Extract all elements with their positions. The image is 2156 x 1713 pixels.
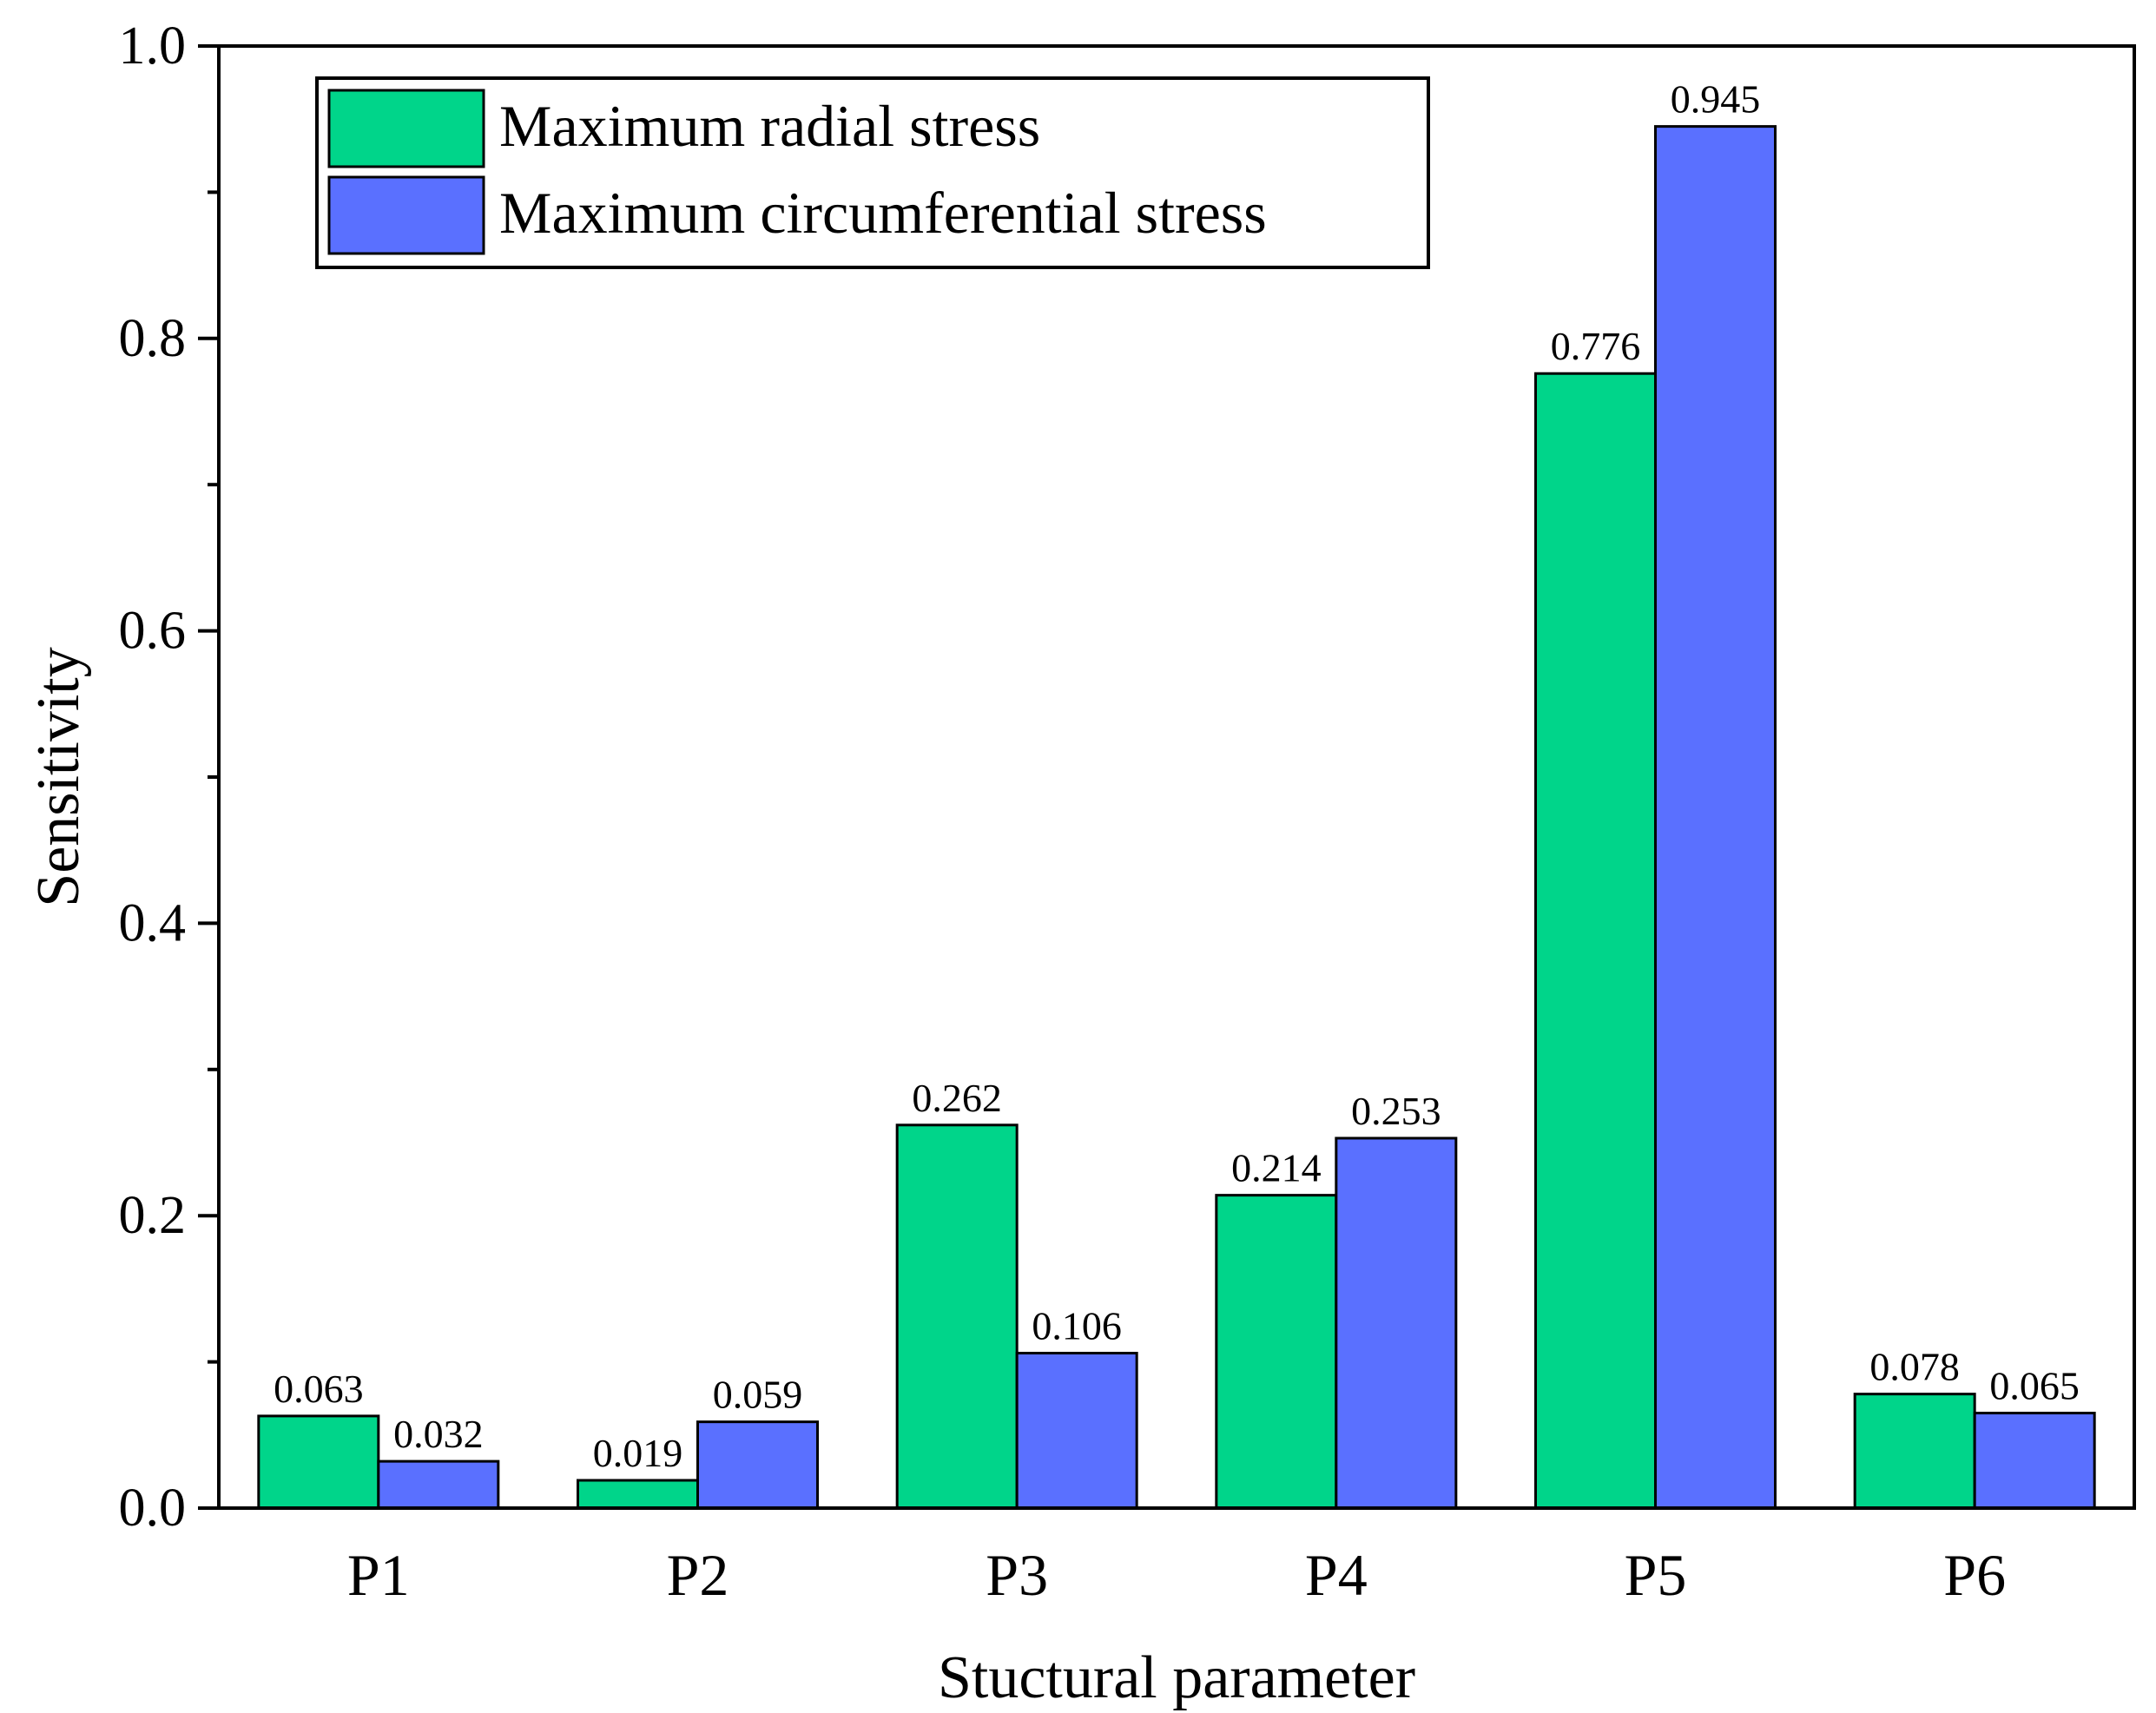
axes-layer: P1 P2 P3 P4 P5 P6 0.0 0.2 0.4 0.6 0.8 1.0 <box>119 16 2136 1608</box>
data-label: 0.776 <box>1551 324 1641 368</box>
y-tick-label: 0.4 <box>119 893 187 952</box>
data-label: 0.106 <box>1032 1303 1122 1347</box>
legend-box <box>315 76 1430 269</box>
y-tick-label: 0.8 <box>119 309 187 368</box>
legend-label: Maximum radial stress <box>499 93 1040 159</box>
bar-p4-series-2 <box>1335 1137 1458 1510</box>
legend-swatch <box>327 89 485 168</box>
y-tick-label: 0.2 <box>119 1186 187 1245</box>
legend-label: Maximum circumferential stress <box>499 180 1267 246</box>
y-tick-label: 0.6 <box>119 602 187 661</box>
data-label: 0.945 <box>1671 77 1761 122</box>
bar-p1-series-1 <box>257 1414 380 1510</box>
data-label: 0.065 <box>1989 1364 2080 1408</box>
x-tick-label: P5 <box>1625 1542 1687 1608</box>
bar-p6-series-1 <box>1853 1393 1976 1510</box>
data-label: 0.253 <box>1351 1089 1441 1133</box>
x-tick-label: P2 <box>667 1542 729 1608</box>
x-tick-label: P3 <box>986 1542 1048 1608</box>
y-tick-label: 1.0 <box>119 16 187 76</box>
data-label: 0.262 <box>912 1076 1002 1120</box>
data-label: 0.019 <box>593 1431 683 1475</box>
bar-p5-series-2 <box>1654 125 1777 1510</box>
legend: Maximum radial stress Maximum circumferen… <box>315 76 1430 269</box>
bar-p6-series-2 <box>1973 1412 2096 1510</box>
data-label: 0.063 <box>274 1367 364 1411</box>
x-tick-label: P1 <box>347 1542 410 1608</box>
x-axis-title: Stuctural parameter <box>938 1644 1415 1711</box>
bar-p5-series-1 <box>1534 372 1657 1510</box>
data-label: 0.214 <box>1231 1146 1322 1190</box>
x-tick-label: P4 <box>1305 1542 1368 1608</box>
data-label: 0.032 <box>393 1412 484 1456</box>
data-labels-layer: 0.063 0.032 0.019 0.059 0.262 0.106 0.214 0.253… <box>274 77 2080 1475</box>
bar-p1-series-2 <box>377 1459 500 1510</box>
y-axis-title: Sensitivity <box>25 647 92 906</box>
bar-p3-series-1 <box>895 1123 1019 1510</box>
bar-p3-series-2 <box>1015 1351 1138 1510</box>
data-label: 0.059 <box>713 1373 803 1417</box>
bar-p2-series-2 <box>696 1420 819 1510</box>
y-tick-label: 0.0 <box>119 1479 187 1538</box>
bar-p2-series-1 <box>577 1479 699 1510</box>
legend-swatch <box>327 175 485 255</box>
x-tick-label: P6 <box>1943 1542 2006 1608</box>
bar-p4-series-1 <box>1215 1194 1338 1510</box>
data-label: 0.078 <box>1869 1345 1960 1389</box>
bars-layer <box>257 125 2096 1510</box>
